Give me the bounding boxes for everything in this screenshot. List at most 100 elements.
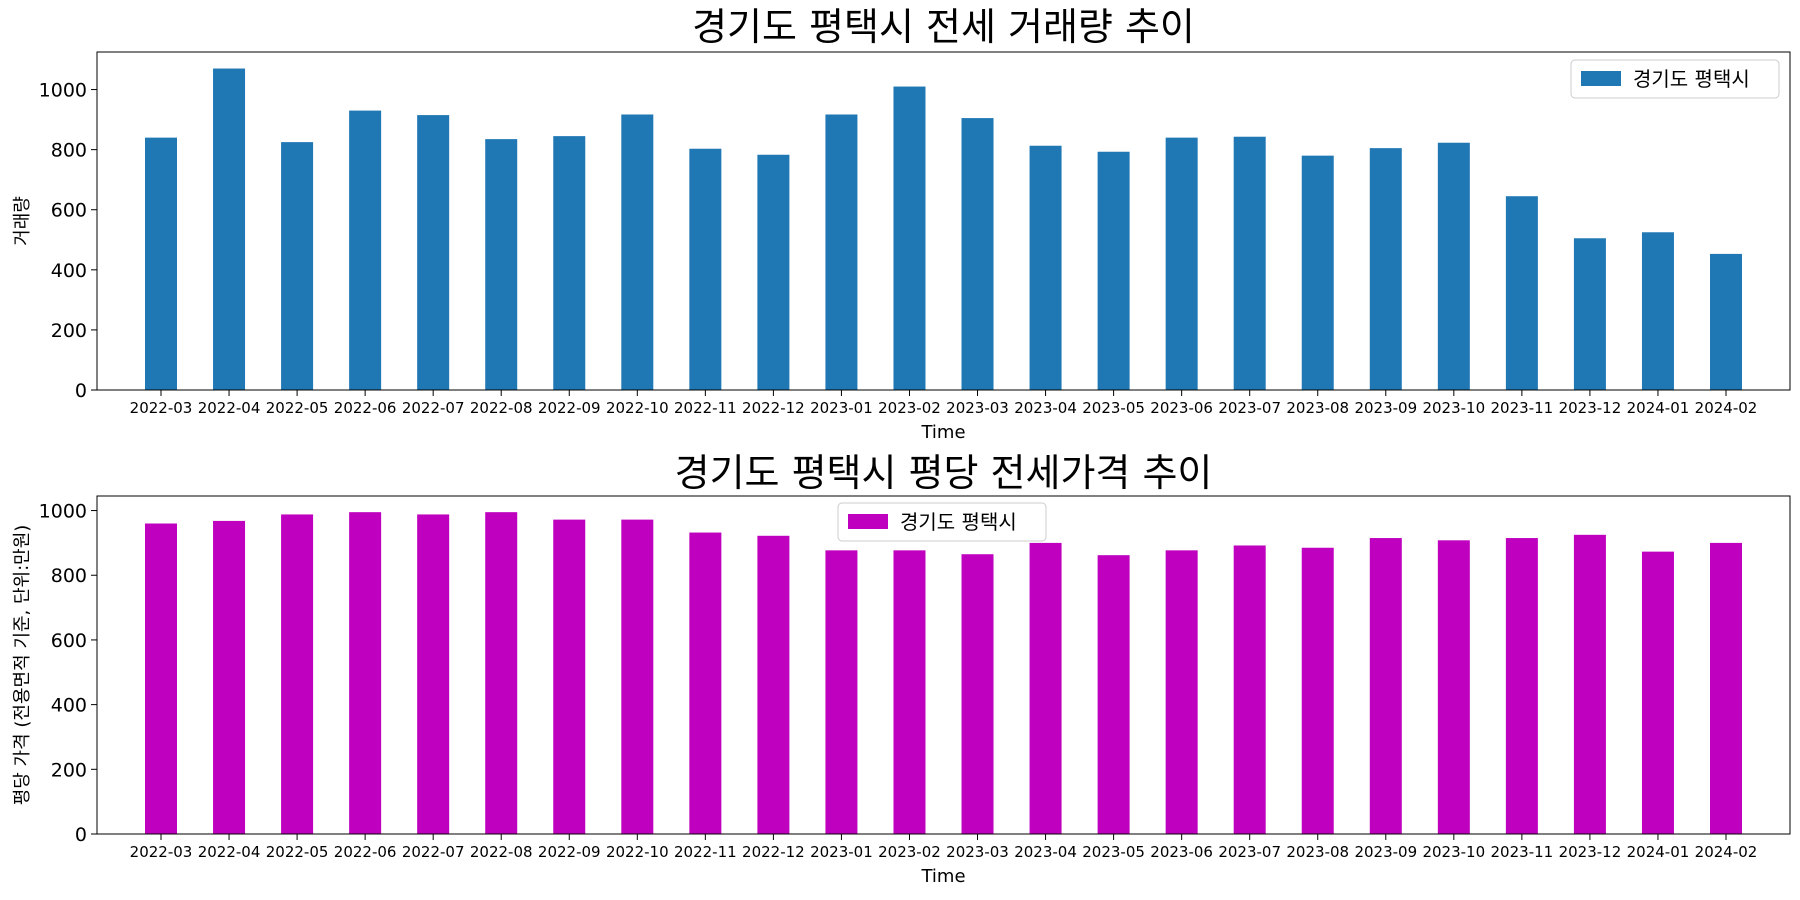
y-tick-label: 200 <box>51 759 87 781</box>
bar <box>1506 538 1538 834</box>
x-tick-label: 2023-02 <box>878 399 941 417</box>
bar <box>417 514 449 834</box>
bar <box>1574 535 1606 834</box>
x-tick-label: 2023-09 <box>1354 399 1417 417</box>
y-tick-label: 600 <box>51 200 87 222</box>
bar <box>1030 543 1062 834</box>
x-tick-label: 2022-08 <box>470 843 533 861</box>
bar <box>1574 238 1606 390</box>
y-tick-label: 600 <box>51 630 87 652</box>
bar <box>893 87 925 390</box>
bar <box>281 514 313 834</box>
x-tick-label: 2022-12 <box>742 399 805 417</box>
x-tick-label: 2022-10 <box>606 399 669 417</box>
x-tick-label: 2023-06 <box>1150 399 1213 417</box>
bar <box>1030 146 1062 390</box>
x-tick-label: 2022-05 <box>266 399 329 417</box>
bar <box>825 114 857 390</box>
legend-label: 경기도 평택시 <box>900 510 1017 534</box>
x-tick-label: 2023-10 <box>1422 843 1485 861</box>
x-tick-label: 2022-09 <box>538 399 601 417</box>
y-tick-label: 800 <box>51 140 87 162</box>
x-tick-label: 2023-04 <box>1014 399 1077 417</box>
bar <box>1438 143 1470 390</box>
y-tick-label: 1000 <box>39 501 87 523</box>
bar <box>1710 543 1742 834</box>
x-tick-label: 2023-10 <box>1422 399 1485 417</box>
x-tick-label: 2023-11 <box>1491 843 1554 861</box>
x-tick-label: 2024-02 <box>1695 399 1758 417</box>
legend-swatch <box>1581 71 1621 86</box>
bar <box>145 138 177 390</box>
y-axis-label: 거래량 <box>12 196 33 246</box>
x-tick-label: 2022-04 <box>198 843 261 861</box>
x-tick-label: 2023-06 <box>1150 843 1213 861</box>
bar <box>1710 254 1742 390</box>
bar <box>962 118 994 390</box>
x-tick-label: 2024-01 <box>1627 843 1690 861</box>
bar <box>213 69 245 390</box>
x-tick-label: 2022-12 <box>742 843 805 861</box>
bar <box>1234 545 1266 834</box>
x-tick-label: 2022-09 <box>538 843 601 861</box>
x-tick-label: 2023-03 <box>946 399 1009 417</box>
x-tick-label: 2022-11 <box>674 843 737 861</box>
bar <box>825 550 857 834</box>
bar <box>1302 548 1334 834</box>
x-tick-label: 2022-03 <box>130 843 193 861</box>
x-axis-label: Time <box>920 866 965 887</box>
chart-2: 경기도 평택시 평당 전세가격 추이 0 200 400 600 800 1000 2022-… <box>12 451 1790 887</box>
bar <box>485 139 517 390</box>
bar <box>893 550 925 834</box>
bar <box>349 111 381 390</box>
bar <box>213 521 245 834</box>
y-tick-label: 1000 <box>39 80 87 102</box>
x-tick-label: 2023-03 <box>946 843 1009 861</box>
bar <box>1370 148 1402 390</box>
chart-title: 경기도 평택시 평당 전세가격 추이 <box>675 451 1213 495</box>
y-tick-label: 0 <box>75 380 87 402</box>
bar <box>1234 137 1266 390</box>
x-tick-label: 2023-11 <box>1491 399 1554 417</box>
x-tick-label: 2023-02 <box>878 843 941 861</box>
x-tick-label: 2022-08 <box>470 399 533 417</box>
y-tick-label: 400 <box>51 260 87 282</box>
x-tick-label: 2022-06 <box>334 399 397 417</box>
bar <box>1370 538 1402 834</box>
bar <box>1166 138 1198 390</box>
x-tick-label: 2023-07 <box>1218 843 1281 861</box>
bar <box>1642 232 1674 390</box>
bar <box>1166 550 1198 834</box>
x-tick-label: 2023-01 <box>810 399 873 417</box>
bar <box>621 114 653 390</box>
x-tick-label: 2022-05 <box>266 843 329 861</box>
bar <box>1098 555 1130 834</box>
bar <box>689 533 721 834</box>
bar <box>621 520 653 834</box>
y-tick-label: 400 <box>51 695 87 717</box>
bar <box>689 149 721 390</box>
bar <box>962 554 994 834</box>
x-tick-label: 2023-12 <box>1559 399 1622 417</box>
x-tick-label: 2023-04 <box>1014 843 1077 861</box>
y-tick-label: 0 <box>75 824 87 846</box>
x-tick-label: 2022-07 <box>402 843 465 861</box>
bar <box>553 136 585 390</box>
x-tick-label: 2022-10 <box>606 843 669 861</box>
x-tick-label: 2023-12 <box>1559 843 1622 861</box>
y-tick-label: 800 <box>51 565 87 587</box>
bar <box>1506 196 1538 390</box>
bar <box>417 115 449 390</box>
chart-title: 경기도 평택시 전세 거래량 추이 <box>692 5 1195 49</box>
bar <box>757 155 789 390</box>
legend-swatch <box>848 514 888 529</box>
x-tick-label: 2023-08 <box>1286 843 1349 861</box>
y-tick-label: 200 <box>51 320 87 342</box>
legend-label: 경기도 평택시 <box>1633 67 1750 91</box>
chart-1: 경기도 평택시 전세 거래량 추이 0 200 400 600 800 1000 2022-0… <box>12 5 1790 443</box>
x-tick-label: 2023-09 <box>1354 843 1417 861</box>
x-tick-label: 2023-07 <box>1218 399 1281 417</box>
bar <box>1302 156 1334 390</box>
y-axis-label: 평당 가격 (전용면적 기준, 단위:만원) <box>12 525 33 806</box>
